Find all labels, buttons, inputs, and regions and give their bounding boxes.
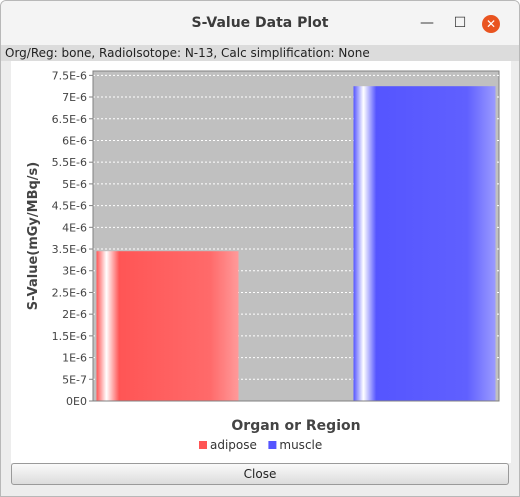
legend: adipose muscle bbox=[199, 438, 322, 452]
y-tick-label: 2E-6 bbox=[62, 308, 87, 321]
legend-label-adipose: adipose bbox=[210, 438, 257, 452]
y-tick-label: 0E0 bbox=[66, 395, 87, 408]
y-axis-ticks: 0E0 5E-7 1E-6 1.5E-6 2E-6 2.5E-6 3E-6 3.5E-6 4E-… bbox=[52, 69, 93, 408]
maximize-icon[interactable]: ☐ bbox=[453, 15, 467, 31]
y-tick-label: 3.5E-6 bbox=[52, 243, 87, 256]
y-tick-label: 6.5E-6 bbox=[52, 113, 87, 126]
bar-chart: 0E0 5E-7 1E-6 1.5E-6 2E-6 2.5E-6 3E-6 3.5E-6 4E-… bbox=[26, 69, 500, 452]
subtitle-bar: Org/Reg: bone, RadioIsotope: N-13, Calc … bbox=[1, 45, 519, 61]
bars bbox=[96, 86, 496, 401]
x-axis-label: Organ or Region bbox=[231, 418, 360, 434]
legend-swatch bbox=[268, 441, 277, 449]
y-tick-label: 2.5E-6 bbox=[52, 286, 87, 299]
bar-adipose bbox=[96, 251, 239, 401]
y-tick-label: 4.5E-6 bbox=[52, 200, 87, 213]
bar-muscle bbox=[353, 86, 496, 401]
plot-subtitle: Org/Reg: bone, RadioIsotope: N-13, Calc … bbox=[5, 46, 370, 60]
y-tick-label: 7E-6 bbox=[62, 91, 87, 104]
legend-label-muscle: muscle bbox=[279, 438, 322, 452]
y-tick-label: 5E-7 bbox=[62, 373, 87, 386]
chart-panel: 0E0 5E-7 1E-6 1.5E-6 2E-6 2.5E-6 3E-6 3.5E-6 4E-… bbox=[11, 61, 511, 463]
y-tick-label: 7.5E-6 bbox=[52, 69, 87, 82]
y-tick-label: 1E-6 bbox=[62, 352, 87, 365]
window-title: S-Value Data Plot bbox=[191, 15, 329, 31]
y-tick-label: 5E-6 bbox=[62, 178, 87, 191]
y-tick-label: 1.5E-6 bbox=[52, 330, 87, 343]
y-tick-label: 4E-6 bbox=[62, 221, 87, 234]
y-tick-label: 3E-6 bbox=[62, 265, 87, 278]
title-bar[interactable]: S-Value Data Plot — ☐ ✕ bbox=[1, 1, 519, 46]
y-axis-label: S-Value(mGy/MBq/s) bbox=[26, 162, 41, 310]
close-window-icon[interactable]: ✕ bbox=[482, 15, 500, 33]
legend-swatch bbox=[199, 441, 207, 449]
close-button[interactable]: Close bbox=[11, 463, 509, 485]
minimize-icon[interactable]: — bbox=[420, 15, 434, 31]
y-tick-label: 5.5E-6 bbox=[52, 156, 87, 169]
y-tick-label: 6E-6 bbox=[62, 134, 87, 147]
